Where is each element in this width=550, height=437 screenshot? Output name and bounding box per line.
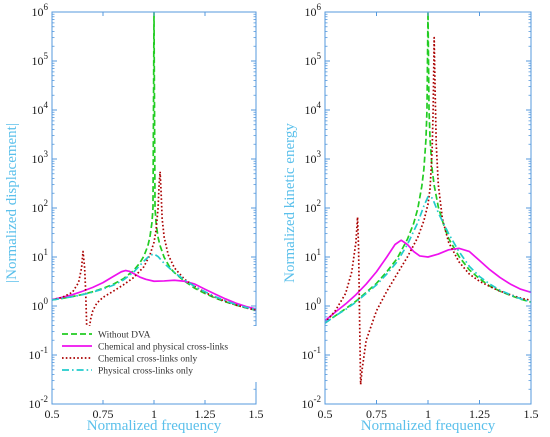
right-x-tick-label: 1.5 xyxy=(524,407,539,421)
left-legend-entry: Physical cross-links only xyxy=(98,367,193,377)
left-y-tick-label: 104 xyxy=(32,100,49,117)
right-x-tick-label: 0.75 xyxy=(366,407,387,421)
left-chart-panel: |Normalized displacement| Normalized fre… xyxy=(4,2,270,434)
left-series-group xyxy=(52,12,256,340)
left-legend-entry: Chemical and physical cross-links xyxy=(98,343,228,353)
right-series-group xyxy=(325,12,531,386)
left-x-tick-label: 0.5 xyxy=(45,407,60,421)
left-y-tick-label: 101 xyxy=(32,247,49,264)
right-y-tick-label: 10-1 xyxy=(302,345,322,362)
left-x-tick-label: 1.5 xyxy=(249,407,264,421)
left-y-tick-label: 10-1 xyxy=(29,345,49,362)
right-y-tick-label: 103 xyxy=(305,149,322,166)
right-y-tick-label: 101 xyxy=(305,247,322,264)
left-legend: Without DVA Chemical and physical cross-l… xyxy=(58,326,270,382)
left-y-tick-label: 106 xyxy=(32,2,49,19)
right-y-axis-label: Normalized kinetic energy xyxy=(282,123,298,283)
right-y-tick-label: 102 xyxy=(305,198,322,215)
right-y-tick-label: 10-2 xyxy=(302,394,322,411)
left-y-axis-label: |Normalized displacement| xyxy=(4,123,20,283)
left-legend-entry: Without DVA xyxy=(98,331,151,341)
left-legend-box xyxy=(58,326,270,382)
left-y-tick-label: 100 xyxy=(32,296,49,313)
left-y-tick-label: 102 xyxy=(32,198,49,215)
right-x-tick-label: 0.5 xyxy=(318,407,333,421)
right-y-tick-label: 100 xyxy=(305,296,322,313)
left-series-chemical-and-physical-cross-links xyxy=(52,269,256,310)
right-series-chemical-and-physical-cross-links xyxy=(325,239,531,322)
right-x-axis-label: Normalized frequency xyxy=(361,418,496,434)
left-series-physical-cross-links-only xyxy=(52,253,256,311)
left-x-tick-label: 0.75 xyxy=(93,407,114,421)
right-y-tick-label: 104 xyxy=(305,100,322,117)
right-y-tick-label: 105 xyxy=(305,51,322,68)
left-legend-entry: Chemical cross-links only xyxy=(98,355,197,365)
left-x-tick-label: 1 xyxy=(151,407,157,421)
left-series-chemical-cross-links-only xyxy=(52,170,256,340)
left-x-axis-label: Normalized frequency xyxy=(87,418,222,434)
right-y-tick-label: 106 xyxy=(305,2,322,19)
right-series-physical-cross-links-only xyxy=(325,195,531,324)
left-series-without-dva xyxy=(52,12,256,312)
right-x-tick-label: 1 xyxy=(425,407,431,421)
right-chart-panel: Normalized kinetic energy Normalized fre… xyxy=(282,2,539,434)
left-y-tick-label: 105 xyxy=(32,51,49,68)
right-x-tick-label: 1.25 xyxy=(469,407,490,421)
left-y-tick-label: 10-2 xyxy=(29,394,49,411)
right-series-without-dva xyxy=(325,12,531,324)
left-x-tick-label: 1.25 xyxy=(195,407,216,421)
left-y-tick-label: 103 xyxy=(32,149,49,166)
right-series-chemical-cross-links-only xyxy=(325,36,531,386)
